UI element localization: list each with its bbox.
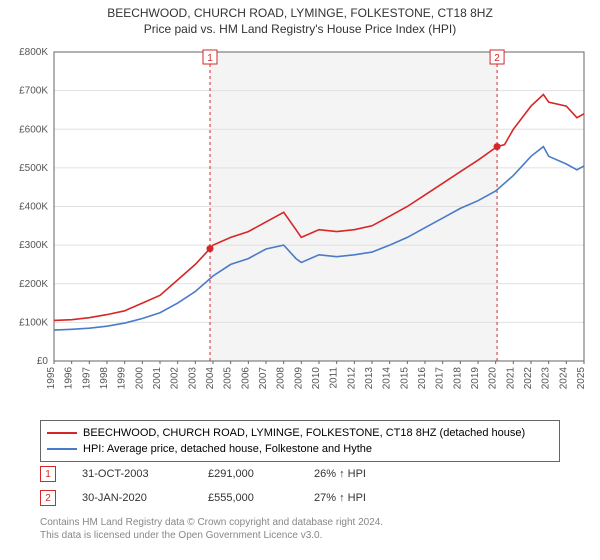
- legend-swatch: [47, 432, 77, 434]
- svg-text:2021: 2021: [505, 367, 516, 390]
- svg-text:2019: 2019: [470, 367, 481, 390]
- svg-text:2001: 2001: [152, 367, 163, 390]
- legend-item: HPI: Average price, detached house, Folk…: [47, 441, 553, 457]
- svg-text:1: 1: [207, 53, 213, 64]
- event-note: 27% ↑ HPI: [314, 492, 366, 504]
- svg-text:£700K: £700K: [19, 86, 48, 97]
- svg-text:1997: 1997: [81, 367, 92, 390]
- svg-text:2022: 2022: [523, 367, 534, 390]
- svg-text:2025: 2025: [576, 367, 587, 390]
- svg-text:2006: 2006: [240, 367, 251, 390]
- svg-text:1995: 1995: [46, 367, 57, 390]
- title-line-2: Price paid vs. HM Land Registry's House …: [0, 22, 600, 36]
- line-chart: 12£0£100K£200K£300K£400K£500K£600K£700K£…: [54, 44, 584, 389]
- legend-label: HPI: Average price, detached house, Folk…: [83, 441, 372, 457]
- svg-text:2020: 2020: [488, 367, 499, 390]
- svg-text:£300K: £300K: [19, 240, 48, 251]
- svg-text:2: 2: [494, 53, 500, 64]
- chart-titles: BEECHWOOD, CHURCH ROAD, LYMINGE, FOLKEST…: [0, 0, 600, 36]
- svg-text:£800K: £800K: [19, 47, 48, 58]
- footer-line-1: Contains HM Land Registry data © Crown c…: [40, 516, 560, 529]
- legend-swatch: [47, 448, 77, 450]
- footer-text: Contains HM Land Registry data © Crown c…: [40, 516, 560, 542]
- event-row: 2 30-JAN-2020 £555,000 27% ↑ HPI: [40, 486, 560, 510]
- footer-line-2: This data is licensed under the Open Gov…: [40, 529, 560, 542]
- event-date: 31-OCT-2003: [82, 468, 182, 480]
- svg-text:2018: 2018: [452, 367, 463, 390]
- svg-text:£400K: £400K: [19, 202, 48, 213]
- svg-text:2011: 2011: [329, 367, 340, 389]
- chart-container: BEECHWOOD, CHURCH ROAD, LYMINGE, FOLKEST…: [0, 0, 600, 560]
- svg-text:2024: 2024: [558, 367, 569, 390]
- svg-text:2012: 2012: [346, 367, 357, 390]
- legend-label: BEECHWOOD, CHURCH ROAD, LYMINGE, FOLKEST…: [83, 425, 525, 441]
- title-line-1: BEECHWOOD, CHURCH ROAD, LYMINGE, FOLKEST…: [0, 6, 600, 20]
- svg-text:£100K: £100K: [19, 317, 48, 328]
- svg-text:2007: 2007: [258, 367, 269, 390]
- legend-item: BEECHWOOD, CHURCH ROAD, LYMINGE, FOLKEST…: [47, 425, 553, 441]
- event-price: £291,000: [208, 468, 288, 480]
- svg-text:2004: 2004: [205, 367, 216, 390]
- event-badge: 2: [40, 490, 56, 506]
- svg-text:2003: 2003: [187, 367, 198, 390]
- svg-text:1998: 1998: [99, 367, 110, 390]
- svg-text:2005: 2005: [223, 367, 234, 390]
- svg-text:2017: 2017: [435, 367, 446, 390]
- svg-text:1999: 1999: [117, 367, 128, 390]
- svg-text:2023: 2023: [541, 367, 552, 390]
- svg-text:2008: 2008: [276, 367, 287, 390]
- svg-text:£600K: £600K: [19, 124, 48, 135]
- svg-text:2009: 2009: [293, 367, 304, 390]
- svg-text:2014: 2014: [382, 367, 393, 390]
- event-note: 26% ↑ HPI: [314, 468, 366, 480]
- svg-text:£0: £0: [37, 356, 49, 367]
- svg-text:1996: 1996: [64, 367, 75, 390]
- event-list: 1 31-OCT-2003 £291,000 26% ↑ HPI 2 30-JA…: [40, 462, 560, 510]
- svg-text:£200K: £200K: [19, 279, 48, 290]
- event-badge: 1: [40, 466, 56, 482]
- svg-text:2002: 2002: [170, 367, 181, 390]
- svg-text:2015: 2015: [399, 367, 410, 390]
- event-date: 30-JAN-2020: [82, 492, 182, 504]
- legend: BEECHWOOD, CHURCH ROAD, LYMINGE, FOLKEST…: [40, 420, 560, 462]
- svg-text:2010: 2010: [311, 367, 322, 390]
- event-price: £555,000: [208, 492, 288, 504]
- svg-text:2013: 2013: [364, 367, 375, 390]
- svg-text:£500K: £500K: [19, 163, 48, 174]
- event-row: 1 31-OCT-2003 £291,000 26% ↑ HPI: [40, 462, 560, 486]
- svg-text:2000: 2000: [134, 367, 145, 390]
- svg-text:2016: 2016: [417, 367, 428, 390]
